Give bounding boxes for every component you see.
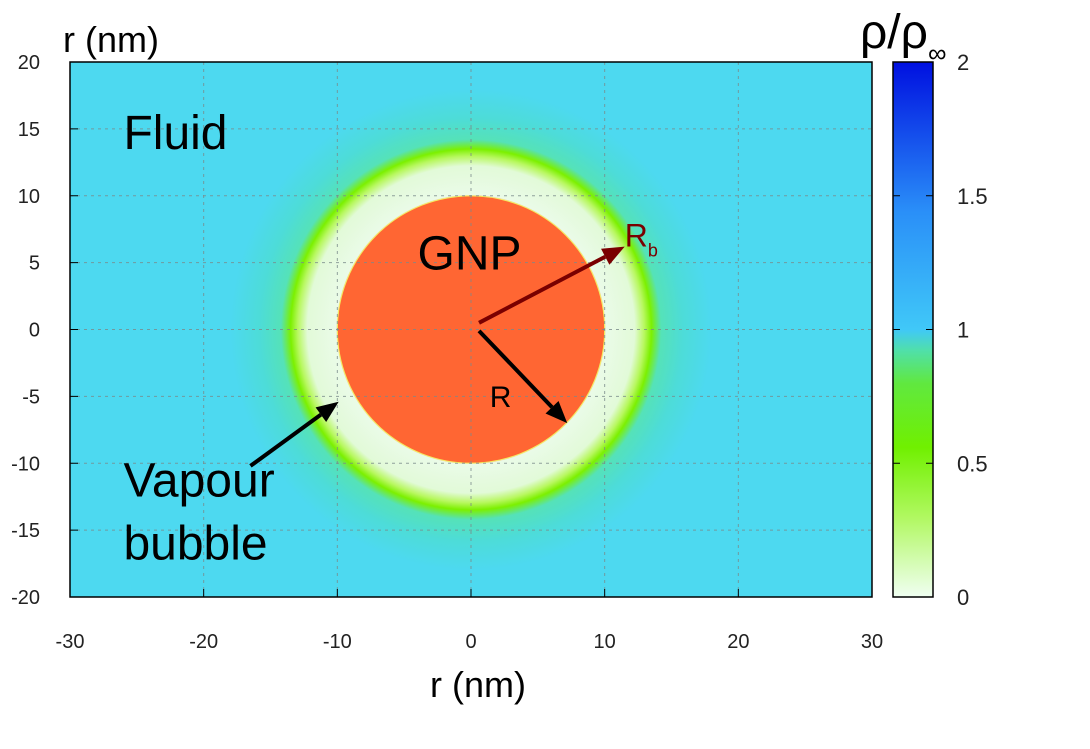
colorbar-tick-label: 2 — [957, 50, 969, 75]
x-tick-label: -20 — [189, 631, 218, 653]
vapour-bubble-label: Vapour — [123, 455, 274, 508]
y-tick-label: -10 — [11, 453, 40, 475]
rb-subscript: b — [648, 241, 658, 261]
r-arrow-head — [545, 401, 568, 424]
y-tick-label: 0 — [29, 320, 40, 342]
y-tick-label: -5 — [22, 386, 40, 408]
x-tick-label: -30 — [56, 631, 85, 653]
vapour-arrow-head — [315, 401, 339, 422]
colorbar: 0 0.5 1 1.5 2 ρ/ρ∞ — [860, 6, 988, 610]
y-axis-label: r (nm) — [63, 19, 159, 60]
gnp-label: GNP — [418, 227, 522, 280]
y-tick-label: -20 — [11, 587, 40, 609]
y-tick-label: 5 — [29, 253, 40, 275]
rb-arrow-shaft — [478, 255, 607, 325]
y-tick-label: 15 — [18, 119, 40, 141]
x-tick-label: 30 — [861, 631, 883, 653]
vapour-arrow-shaft — [249, 413, 323, 468]
r-radius-label: R — [490, 381, 512, 414]
colorbar-tick-label: 0.5 — [957, 451, 988, 476]
axes: -30 -20 -10 0 10 20 30 -20 -15 -10 -5 0 5 10 15 20 r (nm… — [11, 19, 883, 705]
y-tick-label: 10 — [18, 186, 40, 208]
colorbar-tick-label: 1.5 — [957, 184, 988, 209]
fluid-label: Fluid — [123, 107, 227, 160]
rb-arrow-head — [601, 246, 625, 265]
x-tick-label: -10 — [323, 631, 352, 653]
x-tick-label: 0 — [465, 631, 476, 653]
x-tick-label: 10 — [594, 631, 616, 653]
x-tick-label: 20 — [727, 631, 749, 653]
colorbar-title-subscript: ∞ — [928, 38, 947, 68]
r-arrow-shaft — [477, 329, 554, 409]
colorbar-tick-label: 0 — [957, 585, 969, 610]
colorbar-tick-label: 1 — [957, 318, 969, 343]
colorbar-title: ρ/ρ∞ — [860, 6, 947, 68]
y-tick-label: -15 — [11, 520, 40, 542]
y-tick-label: 20 — [18, 52, 40, 74]
vapour-bubble-label: bubble — [123, 518, 267, 571]
plot-border — [69, 61, 873, 598]
grid-lines — [70, 62, 872, 597]
x-axis-label: r (nm) — [430, 664, 526, 705]
